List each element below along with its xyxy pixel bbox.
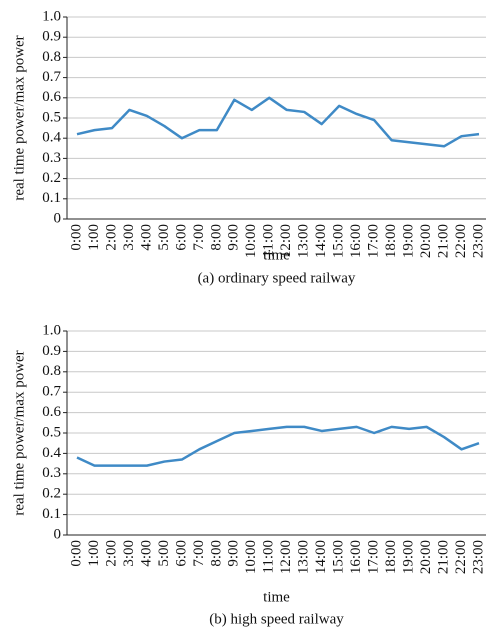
x-tick-label: 9:00 <box>226 540 242 567</box>
x-tick-label: 10:00 <box>243 540 259 574</box>
x-tick-label: 7:00 <box>191 224 207 251</box>
x-tick-label: 13:00 <box>296 224 312 258</box>
y-tick-label: 0.5 <box>42 109 61 125</box>
x-tick-label: 12:00 <box>278 224 294 258</box>
x-axis-label: time <box>263 247 290 263</box>
x-tick-label: 5:00 <box>156 224 172 251</box>
y-tick-label: 1.0 <box>42 322 61 338</box>
x-tick-label: 15:00 <box>331 224 347 258</box>
x-tick-label: 23:00 <box>470 224 486 258</box>
x-tick-label: 8:00 <box>208 224 224 251</box>
x-tick-label: 22:00 <box>453 224 469 258</box>
x-tick-label: 6:00 <box>173 224 189 251</box>
x-tick-label: 6:00 <box>173 540 189 567</box>
x-tick-label: 20:00 <box>418 224 434 258</box>
x-tick-label: 4:00 <box>138 224 154 251</box>
x-tick-label: 4:00 <box>138 540 154 567</box>
x-tick-label: 3:00 <box>121 540 137 567</box>
y-tick-label: 0.9 <box>42 343 61 359</box>
x-tick-label: 21:00 <box>435 224 451 258</box>
x-tick-label: 19:00 <box>401 540 417 574</box>
y-tick-label: 0.7 <box>42 384 61 400</box>
x-tick-label: 18:00 <box>383 224 399 258</box>
x-tick-label: 21:00 <box>435 540 451 574</box>
x-tick-label: 2:00 <box>103 540 119 567</box>
x-tick-label: 1:00 <box>86 540 102 567</box>
x-tick-label: 13:00 <box>296 540 312 574</box>
x-tick-label: 0:00 <box>68 224 84 251</box>
x-tick-label: 10:00 <box>243 224 259 258</box>
x-axis-label: time <box>263 589 290 605</box>
data-line <box>76 96 480 148</box>
x-tick-label: 8:00 <box>208 540 224 567</box>
y-tick-label: 0.1 <box>42 506 61 522</box>
x-tick-label: 7:00 <box>191 540 207 567</box>
y-tick-label: 0.4 <box>42 445 61 461</box>
y-tick-label: 0 <box>54 210 62 226</box>
y-axis-label: real time power/max power <box>11 35 27 200</box>
y-tick-label: 0.9 <box>42 29 61 45</box>
x-tick-label: 5:00 <box>156 540 172 567</box>
y-tick-label: 0.8 <box>42 49 61 65</box>
x-tick-label: 15:00 <box>331 540 347 574</box>
y-tick-label: 0.3 <box>42 465 61 481</box>
x-tick-label: 18:00 <box>383 540 399 574</box>
x-tick-label: 14:00 <box>313 224 329 258</box>
y-tick-label: 0.2 <box>42 170 61 186</box>
x-tick-label: 9:00 <box>226 224 242 251</box>
caption: (a) ordinary speed railway <box>198 270 356 286</box>
y-tick-label: 0.8 <box>42 363 61 379</box>
x-tick-label: 16:00 <box>348 540 364 574</box>
y-tick-label: 0.3 <box>42 150 61 166</box>
data-line <box>76 425 480 467</box>
y-tick-label: 0.6 <box>42 89 61 105</box>
y-tick-label: 0.6 <box>42 404 61 420</box>
y-tick-label: 0.2 <box>42 486 61 502</box>
x-tick-label: 11:00 <box>261 224 277 258</box>
y-axis-label: real time power/max power <box>11 350 27 515</box>
x-tick-label: 1:00 <box>86 224 102 251</box>
x-tick-label: 11:00 <box>261 540 277 574</box>
y-tick-label: 0 <box>54 526 62 542</box>
x-tick-label: 14:00 <box>313 540 329 574</box>
x-tick-label: 3:00 <box>121 224 137 251</box>
y-tick-label: 0.5 <box>42 424 61 440</box>
x-tick-label: 17:00 <box>366 540 382 574</box>
caption: (b) high speed railway <box>209 611 344 627</box>
x-tick-label: 23:00 <box>470 540 486 574</box>
x-tick-label: 17:00 <box>366 224 382 258</box>
x-tick-label: 19:00 <box>401 224 417 258</box>
x-tick-label: 2:00 <box>103 224 119 251</box>
x-tick-label: 0:00 <box>68 540 84 567</box>
y-tick-label: 1.0 <box>42 8 61 24</box>
y-tick-label: 0.4 <box>42 130 61 146</box>
x-tick-label: 16:00 <box>348 224 364 258</box>
y-tick-label: 0.1 <box>42 190 61 206</box>
x-tick-label: 12:00 <box>278 540 294 574</box>
y-tick-label: 0.7 <box>42 69 61 85</box>
x-tick-label: 22:00 <box>453 540 469 574</box>
x-tick-label: 20:00 <box>418 540 434 574</box>
